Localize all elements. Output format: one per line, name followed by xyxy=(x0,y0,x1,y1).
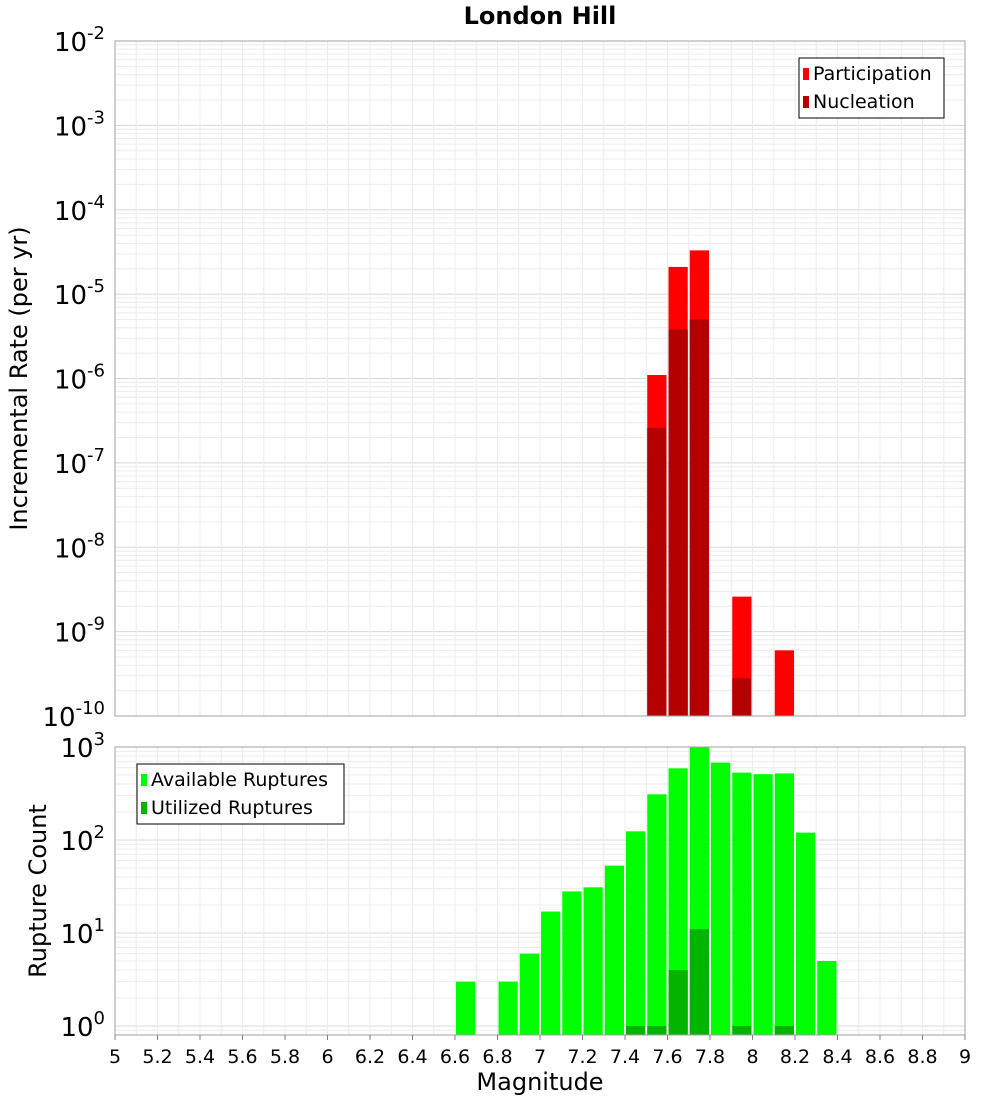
y-tick-label: 100 xyxy=(60,1008,105,1043)
legend-box xyxy=(136,763,345,825)
x-tick-label: 8 xyxy=(746,1046,758,1068)
x-tick-label: 8.2 xyxy=(780,1046,810,1068)
bar xyxy=(647,1025,667,1035)
bar xyxy=(604,865,624,1035)
bar xyxy=(732,772,752,1035)
legend-label: Nucleation xyxy=(813,91,915,113)
bar xyxy=(626,1025,646,1035)
legend-label: Participation xyxy=(813,63,932,85)
bar xyxy=(498,981,518,1035)
bar xyxy=(562,891,582,1035)
x-tick-label: 6.4 xyxy=(397,1046,427,1068)
x-tick-label: 5.2 xyxy=(142,1046,172,1068)
y-tick-label: 10-6 xyxy=(54,361,105,396)
plot-frame xyxy=(114,40,966,717)
y-axis-label: Rupture Count xyxy=(24,804,52,978)
chart-title: London Hill xyxy=(464,2,617,30)
y-tick-label: 10-5 xyxy=(54,276,105,311)
grid-lines xyxy=(114,41,966,717)
bar xyxy=(732,678,752,716)
x-tick-label: 7.8 xyxy=(695,1046,725,1068)
y-tick-label: 10-2 xyxy=(54,23,105,58)
bar xyxy=(583,887,603,1035)
bar xyxy=(711,762,731,1035)
y-tick-label: 101 xyxy=(60,915,105,950)
y-tick-label: 10-4 xyxy=(54,192,105,227)
x-tick-label: 7 xyxy=(534,1046,546,1068)
bar xyxy=(647,794,667,1035)
x-tick-label: 7.4 xyxy=(610,1046,640,1068)
series-nucleation xyxy=(647,319,752,716)
series-available-ruptures xyxy=(456,747,837,1035)
bar xyxy=(753,774,773,1035)
x-tick-label: 5.4 xyxy=(185,1046,215,1068)
bar xyxy=(668,329,688,716)
y-tick-label: 10-3 xyxy=(54,107,105,142)
legend-swatch xyxy=(141,774,147,786)
x-tick-label: 9 xyxy=(959,1046,971,1068)
x-tick-label: 6.2 xyxy=(355,1046,385,1068)
x-tick-label: 8.4 xyxy=(822,1046,852,1068)
x-tick-label: 8.8 xyxy=(907,1046,937,1068)
x-tick-label: 6.6 xyxy=(440,1046,470,1068)
bar xyxy=(774,773,794,1035)
bar xyxy=(647,427,667,716)
legend-label: Available Ruptures xyxy=(151,769,328,791)
x-tick-label: 5 xyxy=(109,1046,121,1068)
x-tick-label: 7.2 xyxy=(567,1046,597,1068)
y-tick-label: 10-8 xyxy=(54,529,105,564)
legend-box xyxy=(798,57,945,119)
bar xyxy=(668,969,688,1035)
x-tick-label: 5.8 xyxy=(270,1046,300,1068)
bar xyxy=(774,1025,794,1035)
legend-swatch xyxy=(803,68,809,80)
bar xyxy=(456,981,476,1035)
x-tick-label: 7.6 xyxy=(652,1046,682,1068)
bar xyxy=(796,832,816,1035)
y-tick-label: 10-10 xyxy=(43,698,106,733)
series-utilized-ruptures xyxy=(626,929,794,1035)
bar xyxy=(732,1025,752,1035)
y-tick-label: 102 xyxy=(60,822,105,857)
x-axis-label: Magnitude xyxy=(476,1068,603,1096)
legend: Participation Nucleation xyxy=(798,57,945,119)
bar xyxy=(668,768,688,1035)
x-tick-label: 8.6 xyxy=(865,1046,895,1068)
x-tick-label: 6.8 xyxy=(482,1046,512,1068)
bar xyxy=(689,929,709,1035)
bar xyxy=(689,319,709,716)
bar xyxy=(519,953,539,1035)
legend-swatch xyxy=(141,802,147,814)
legend: Available Ruptures Utilized Ruptures xyxy=(136,763,345,825)
y-tick-label: 10-7 xyxy=(54,445,105,480)
bar xyxy=(774,650,794,716)
x-tick-label: 6 xyxy=(321,1046,333,1068)
legend-swatch xyxy=(803,96,809,108)
bar xyxy=(541,911,561,1035)
y-axis-label: Incremental Rate (per yr) xyxy=(5,226,33,530)
x-tick-label: 5.6 xyxy=(227,1046,257,1068)
y-tick-label: 10-9 xyxy=(54,614,105,649)
bar xyxy=(626,831,646,1035)
bar xyxy=(817,960,837,1035)
y-tick-label: 103 xyxy=(60,729,105,764)
panel-0: 10-10 10-9 10-8 10-7 10-6 10-5 10-4 10-3 10-2 Inc… xyxy=(5,2,966,733)
legend-label: Utilized Ruptures xyxy=(151,797,313,819)
